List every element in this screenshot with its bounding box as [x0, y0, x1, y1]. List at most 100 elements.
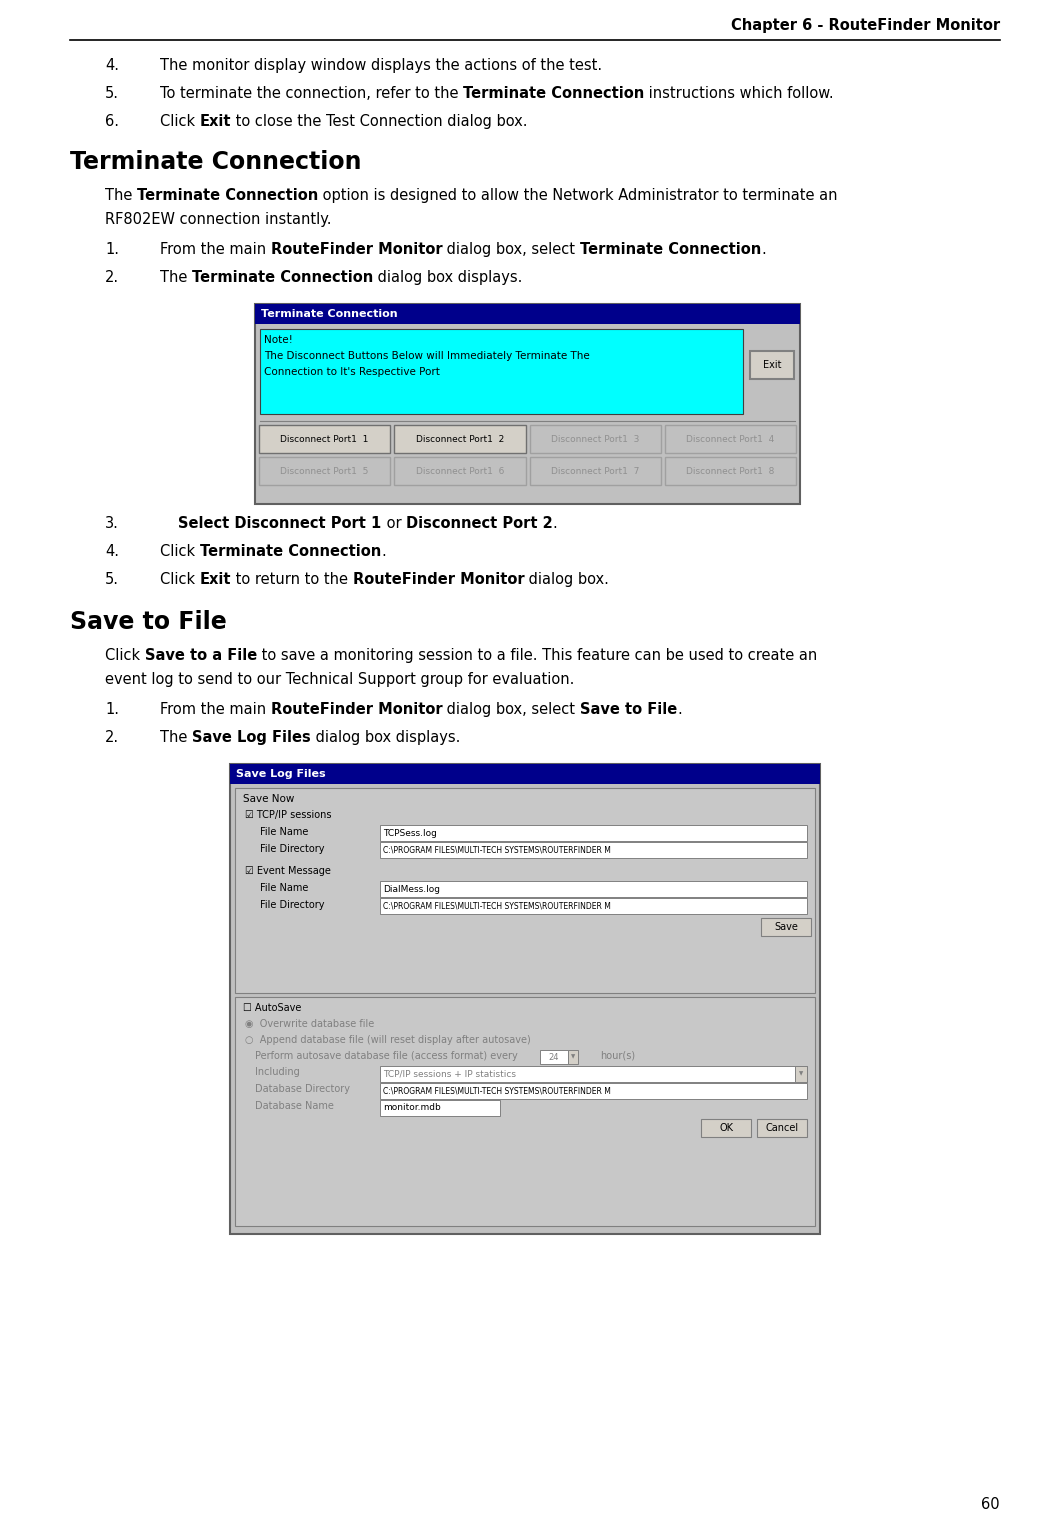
Text: Terminate Connection: Terminate Connection [192, 269, 373, 285]
Text: TCPSess.log: TCPSess.log [383, 829, 437, 837]
Text: Chapter 6 - RouteFinder Monitor: Chapter 6 - RouteFinder Monitor [731, 18, 1000, 34]
Text: 60: 60 [982, 1496, 1000, 1512]
Text: From the main: From the main [160, 242, 271, 257]
Text: Terminate Connection: Terminate Connection [136, 188, 318, 203]
Text: The Disconnect Buttons Below will Immediately Terminate The: The Disconnect Buttons Below will Immedi… [264, 350, 590, 361]
FancyBboxPatch shape [380, 842, 807, 858]
FancyBboxPatch shape [529, 457, 660, 485]
Text: dialog box, select: dialog box, select [442, 242, 580, 257]
Text: Click: Click [160, 572, 200, 588]
Text: Save: Save [774, 923, 798, 932]
Text: monitor.mdb: monitor.mdb [383, 1103, 441, 1112]
Text: to return to the: to return to the [231, 572, 353, 588]
Text: .: . [677, 702, 682, 718]
Text: Connection to It's Respective Port: Connection to It's Respective Port [264, 367, 440, 376]
Text: 24: 24 [549, 1053, 560, 1062]
Text: to close the Test Connection dialog box.: to close the Test Connection dialog box. [231, 115, 528, 129]
Text: 5.: 5. [105, 86, 119, 101]
Text: DialMess.log: DialMess.log [383, 884, 440, 894]
FancyBboxPatch shape [235, 788, 815, 993]
Text: 1.: 1. [105, 702, 119, 718]
FancyBboxPatch shape [259, 425, 391, 453]
FancyBboxPatch shape [380, 1083, 807, 1099]
Text: C:\PROGRAM FILES\MULTI-TECH SYSTEMS\ROUTERFINDER M: C:\PROGRAM FILES\MULTI-TECH SYSTEMS\ROUT… [383, 846, 611, 854]
Text: The monitor display window displays the actions of the test.: The monitor display window displays the … [160, 58, 602, 73]
FancyBboxPatch shape [259, 457, 391, 485]
Text: Database Directory: Database Directory [255, 1083, 350, 1094]
FancyBboxPatch shape [380, 1100, 500, 1115]
Text: Terminate Connection: Terminate Connection [200, 545, 381, 558]
Text: Disconnect Port1  2: Disconnect Port1 2 [416, 435, 504, 444]
Text: Exit: Exit [762, 360, 781, 370]
FancyBboxPatch shape [255, 304, 800, 503]
Text: instructions which follow.: instructions which follow. [645, 86, 834, 101]
Text: C:\PROGRAM FILES\MULTI-TECH SYSTEMS\ROUTERFINDER M: C:\PROGRAM FILES\MULTI-TECH SYSTEMS\ROUT… [383, 901, 611, 910]
Text: ▼: ▼ [799, 1071, 803, 1077]
Text: Disconnect Port 2: Disconnect Port 2 [406, 516, 552, 531]
Text: TCP/IP sessions + IP statistics: TCP/IP sessions + IP statistics [383, 1069, 516, 1079]
Text: Disconnect Port1  1: Disconnect Port1 1 [280, 435, 369, 444]
Text: C:\PROGRAM FILES\MULTI-TECH SYSTEMS\ROUTERFINDER M: C:\PROGRAM FILES\MULTI-TECH SYSTEMS\ROUT… [383, 1086, 611, 1095]
Text: hour(s): hour(s) [600, 1051, 635, 1060]
Text: Terminate Connection: Terminate Connection [580, 242, 761, 257]
Text: From the main: From the main [160, 702, 271, 718]
Text: To terminate the connection, refer to the: To terminate the connection, refer to th… [160, 86, 463, 101]
FancyBboxPatch shape [750, 350, 794, 379]
Text: 4.: 4. [105, 58, 119, 73]
Text: File Name: File Name [260, 828, 309, 837]
Text: 5.: 5. [105, 572, 119, 588]
Text: Including: Including [255, 1066, 299, 1077]
Text: Disconnect Port1  8: Disconnect Port1 8 [687, 467, 775, 476]
Text: .: . [552, 516, 558, 531]
Text: File Directory: File Directory [260, 845, 324, 854]
FancyBboxPatch shape [230, 763, 820, 783]
FancyBboxPatch shape [568, 1050, 578, 1063]
FancyBboxPatch shape [260, 329, 743, 415]
Text: Exit: Exit [200, 572, 231, 588]
Text: 2.: 2. [105, 269, 119, 285]
Text: Disconnect Port1  7: Disconnect Port1 7 [551, 467, 639, 476]
FancyBboxPatch shape [380, 881, 807, 897]
FancyBboxPatch shape [380, 898, 807, 913]
Text: Save to a File: Save to a File [145, 649, 257, 662]
Text: event log to send to our Technical Support group for evaluation.: event log to send to our Technical Suppo… [105, 672, 574, 687]
Text: Click: Click [160, 115, 200, 129]
Text: Disconnect Port1  3: Disconnect Port1 3 [551, 435, 639, 444]
Text: ☑ Event Message: ☑ Event Message [245, 866, 331, 877]
FancyBboxPatch shape [235, 998, 815, 1226]
FancyBboxPatch shape [255, 304, 800, 324]
Text: ▼: ▼ [571, 1054, 575, 1059]
Text: Terminate Connection: Terminate Connection [70, 150, 361, 174]
Text: Disconnect Port1  5: Disconnect Port1 5 [280, 467, 369, 476]
Text: .: . [381, 545, 385, 558]
Text: ○  Append database file (will reset display after autosave): ○ Append database file (will reset displ… [245, 1034, 530, 1045]
Text: Select Disconnect Port 1: Select Disconnect Port 1 [178, 516, 382, 531]
Text: Disconnect Port1  6: Disconnect Port1 6 [416, 467, 504, 476]
Text: Save Now: Save Now [243, 794, 294, 803]
FancyBboxPatch shape [394, 457, 525, 485]
Text: Save Log Files: Save Log Files [236, 770, 326, 779]
Text: Terminate Connection: Terminate Connection [463, 86, 645, 101]
Text: ◉  Overwrite database file: ◉ Overwrite database file [245, 1019, 374, 1030]
Text: dialog box.: dialog box. [525, 572, 609, 588]
Text: Note!: Note! [264, 335, 293, 344]
Text: dialog box, select: dialog box, select [442, 702, 580, 718]
Text: Terminate Connection: Terminate Connection [261, 309, 398, 318]
Text: Save Log Files: Save Log Files [192, 730, 311, 745]
FancyBboxPatch shape [757, 1118, 807, 1137]
Text: Cancel: Cancel [765, 1123, 799, 1134]
FancyBboxPatch shape [380, 1066, 807, 1082]
FancyBboxPatch shape [761, 918, 811, 936]
FancyBboxPatch shape [665, 457, 796, 485]
FancyBboxPatch shape [665, 425, 796, 453]
Text: to save a monitoring session to a file. This feature can be used to create an: to save a monitoring session to a file. … [257, 649, 817, 662]
Text: The: The [160, 269, 192, 285]
Text: .: . [761, 242, 766, 257]
FancyBboxPatch shape [529, 425, 660, 453]
Text: option is designed to allow the Network Administrator to terminate an: option is designed to allow the Network … [318, 188, 838, 203]
Text: dialog box displays.: dialog box displays. [373, 269, 523, 285]
FancyBboxPatch shape [394, 425, 525, 453]
Text: ☑ TCP/IP sessions: ☑ TCP/IP sessions [245, 809, 332, 820]
Text: RouteFinder Monitor: RouteFinder Monitor [271, 242, 442, 257]
Text: dialog box displays.: dialog box displays. [311, 730, 460, 745]
